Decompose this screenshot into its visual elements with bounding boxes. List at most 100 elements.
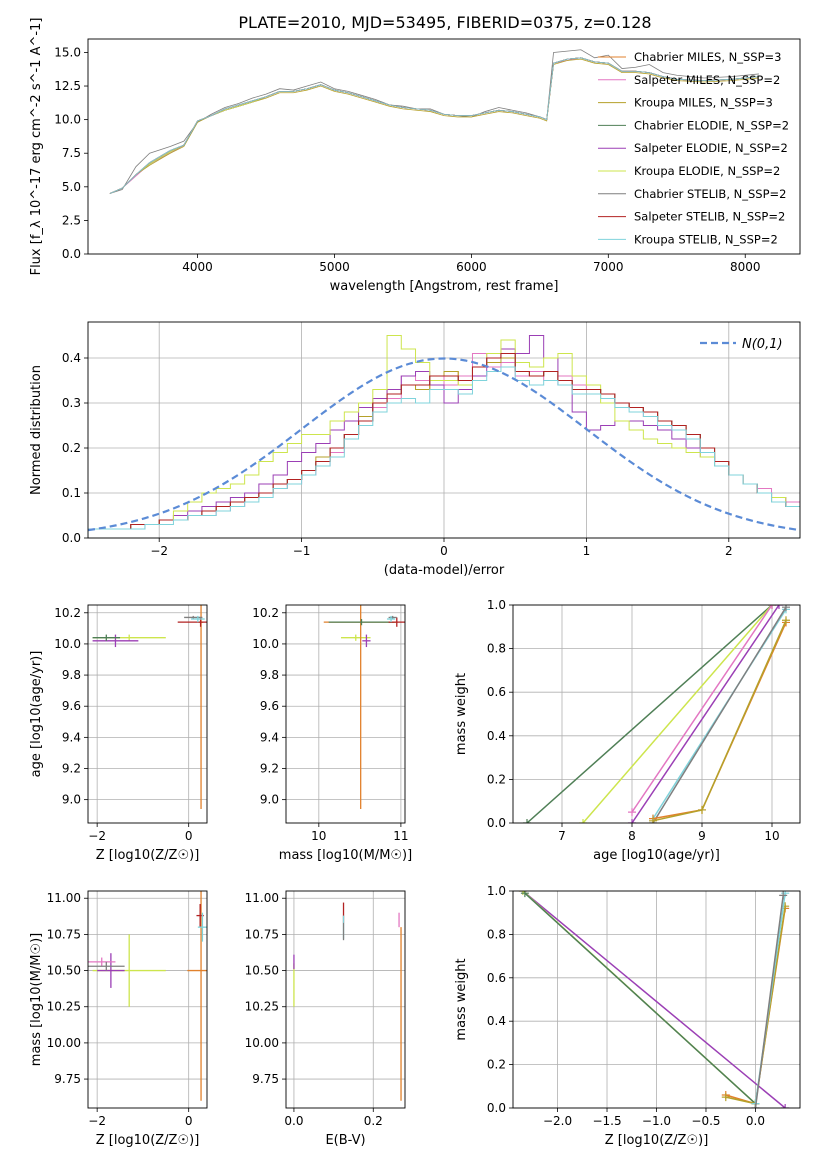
weight-marker — [781, 1104, 790, 1108]
plot-area — [109, 49, 759, 194]
y-tick-label: 0.2 — [487, 1058, 506, 1072]
spectrum-line — [109, 49, 759, 194]
y-tick-label: 0.4 — [62, 351, 81, 365]
axes-frame — [87, 321, 801, 539]
plot-area — [323, 605, 405, 809]
y-tick-label: 11.00 — [245, 891, 279, 905]
x-tick-label: 0.0 — [284, 1114, 303, 1128]
legend-label: Chabrier STELIB, N_SSP=2 — [634, 187, 786, 201]
x-tick-label: 6000 — [456, 260, 487, 274]
x-tick-label: −2 — [150, 544, 168, 558]
legend: Chabrier MILES, N_SSP=3 Salpeter MILES, N… — [598, 50, 789, 246]
weight-marker — [520, 891, 529, 898]
x-tick-label: 8 — [628, 829, 636, 843]
weight-marker — [523, 819, 531, 823]
y-tick-label: 0.0 — [487, 1101, 506, 1115]
y-tick-label: 2.5 — [62, 213, 81, 227]
grid-lines — [286, 891, 405, 1108]
y-tick-label: 10.0 — [252, 637, 279, 651]
y-tick-label: 7.5 — [62, 146, 81, 160]
weight-marker — [768, 605, 776, 609]
grid-lines — [88, 322, 800, 539]
y-tick-label: 10.00 — [47, 1036, 81, 1050]
y-axis-label: Normed distribution — [29, 365, 44, 495]
legend-label: N(0,1) — [742, 337, 783, 352]
y-axis-label: age [log10(age/yr)] — [29, 651, 44, 778]
histogram-step — [88, 366, 800, 538]
y-tick-label: 9.8 — [260, 668, 279, 682]
y-tick-label: 0.3 — [62, 396, 81, 410]
y-tick-label: 9.0 — [62, 793, 81, 807]
x-tick-label: 8000 — [730, 260, 761, 274]
y-tick-label: 15.0 — [54, 45, 81, 59]
y-tick-label: 0.0 — [62, 531, 81, 545]
y-tick-label: 9.2 — [260, 762, 279, 776]
x-tick-label: 10 — [764, 829, 779, 843]
y-tick-label: 9.75 — [252, 1072, 279, 1086]
legend: N(0,1) — [700, 337, 783, 352]
y-axis-label: mass [log10(M/M☉)] — [29, 933, 44, 1066]
plot-area — [293, 902, 402, 1101]
y-tick-label: 0.6 — [487, 685, 506, 699]
histogram-step — [88, 335, 800, 538]
panel-mass_vs_ebv: 0.0 0.2 9.75 10.00 10.25 10.50 10.75 11.00 E(B-V… — [245, 890, 406, 1148]
y-tick-label: 10.0 — [54, 637, 81, 651]
weight-line — [631, 605, 773, 813]
y-tick-label: 9.4 — [62, 730, 81, 744]
weight-marker — [782, 605, 790, 612]
panel-mass_vs_Z: −2 0 9.75 10.00 10.25 10.50 10.75 11.00 Z [log10… — [29, 890, 208, 1148]
x-tick-label: 0 — [185, 829, 193, 843]
panel-spectrum: 4000 5000 6000 7000 8000 0.0 2.5 5.0 7.5 10.0 12.5… — [29, 18, 801, 294]
x-tick-label: 5000 — [319, 260, 350, 274]
x-tick-label: −1.0 — [642, 1114, 671, 1128]
panel-weight_vs_Z: −2.0 −1.5 −1.0 −0.5 0.0 0.0 0.2 0.4 0.6 0.8 1.0 Z [… — [454, 884, 801, 1148]
weight-line — [582, 605, 773, 823]
weight-marker — [721, 1093, 730, 1102]
x-axis-label: (data-model)/error — [384, 563, 505, 578]
x-tick-label: 0 — [440, 544, 448, 558]
plot-area — [523, 605, 790, 823]
x-tick-label: 7 — [558, 829, 566, 843]
y-tick-label: 0.8 — [487, 927, 506, 941]
y-tick-label: 10.50 — [47, 964, 81, 978]
y-tick-label: 0.8 — [487, 642, 506, 656]
normal-curve — [88, 357, 800, 532]
axes-frame — [87, 890, 208, 1109]
plot-area — [88, 335, 800, 538]
y-tick-label: 10.2 — [252, 606, 279, 620]
spectrum-line — [109, 57, 759, 194]
plot-area — [518, 891, 790, 1108]
weight-marker — [628, 808, 636, 817]
legend-label: Salpeter STELIB, N_SSP=2 — [634, 210, 785, 224]
panel-age_vs_mass: 10 11 9.0 9.2 9.4 9.6 9.8 10.0 10.2 mass [log10(M… — [252, 604, 412, 863]
x-axis-label: wavelength [Angstrom, rest frame] — [330, 279, 559, 294]
y-tick-label: 10.00 — [245, 1036, 279, 1050]
x-axis-label: Z [log10(Z/Z☉)] — [96, 1133, 200, 1148]
x-tick-label: 9 — [698, 829, 706, 843]
y-tick-label: 0.2 — [62, 441, 81, 455]
legend-label: Chabrier MILES, N_SSP=3 — [634, 50, 781, 64]
axes-frame — [285, 890, 406, 1109]
weight-marker — [779, 891, 788, 900]
panel-residuals: −2 −1 0 1 2 0.0 0.1 0.2 0.3 0.4 (data-model)/error… — [29, 321, 801, 578]
histogram-step — [88, 353, 800, 538]
x-axis-label: age [log10(age/yr)] — [593, 848, 720, 863]
figure-title: PLATE=2010, MJD=53495, FIBERID=0375, z=0… — [238, 13, 651, 32]
y-tick-label: 9.6 — [260, 699, 279, 713]
legend-label: Kroupa ELODIE, N_SSP=2 — [634, 164, 780, 178]
legend-label: Salpeter ELODIE, N_SSP=2 — [634, 141, 788, 155]
weight-line — [652, 606, 787, 823]
y-tick-label: 1.0 — [487, 598, 506, 612]
x-tick-label: −2 — [88, 1114, 106, 1128]
x-tick-label: 1 — [583, 544, 591, 558]
y-tick-label: 9.75 — [54, 1072, 81, 1086]
x-axis-label: Z [log10(Z/Z☉)] — [605, 1133, 709, 1148]
axes-frame — [87, 604, 208, 824]
legend-label: Chabrier ELODIE, N_SSP=2 — [634, 118, 789, 132]
x-tick-label: 0 — [185, 1114, 193, 1128]
weight-marker — [579, 819, 587, 823]
weight-marker — [775, 605, 783, 609]
weight-line — [526, 605, 773, 823]
y-tick-label: 10.25 — [47, 1000, 81, 1014]
